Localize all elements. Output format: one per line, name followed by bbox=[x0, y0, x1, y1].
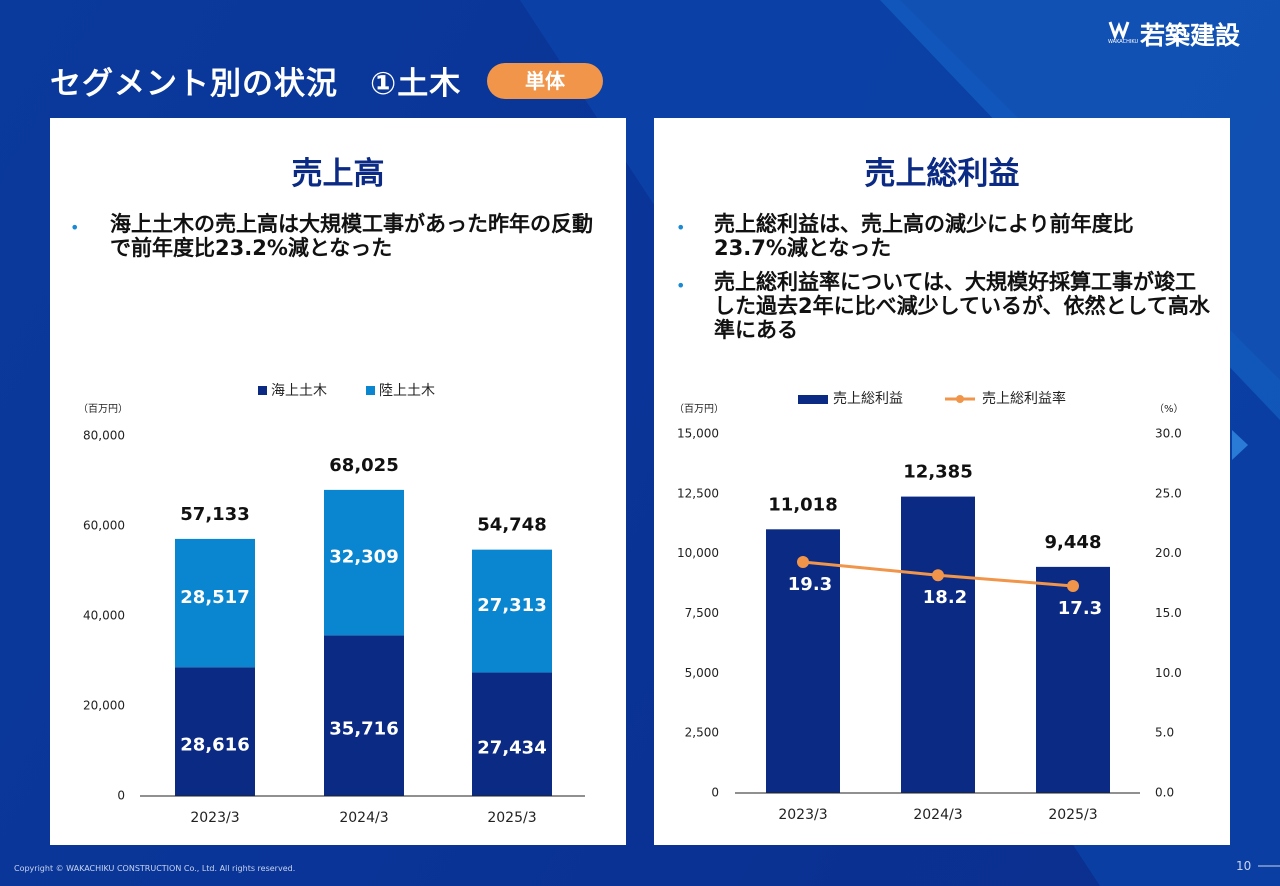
legend-swatch bbox=[258, 386, 267, 395]
tick-label: 60,000 bbox=[83, 519, 125, 533]
legend-dot bbox=[956, 395, 964, 403]
chart: （百万円） （%） 0 2,500 5,000 7,500 10,000 12,500 15,0… bbox=[674, 390, 1184, 823]
value-label: 27,313 bbox=[477, 595, 546, 616]
panel: 売上高 • 海上土木の売上高は大規模工事があった昨年の反動で前年度比23.2%減… bbox=[50, 118, 626, 845]
bar bbox=[324, 635, 404, 796]
y-unit: （百万円） bbox=[78, 403, 128, 415]
value-label: 17.3 bbox=[1058, 598, 1102, 619]
legend-label: 売上総利益 bbox=[833, 391, 903, 407]
chart: （百万円） 0 20,000 40,000 60,000 80,000 海上土木 陸上土木 28… bbox=[78, 383, 585, 826]
bullet: 売上総利益は、売上高の減少により前年度比23.7%減となった bbox=[714, 212, 1134, 260]
y-unit: （百万円） bbox=[674, 403, 724, 415]
value-label: 27,434 bbox=[477, 737, 546, 758]
bar bbox=[766, 529, 840, 793]
tick-label: 7,500 bbox=[685, 606, 719, 620]
x-tick-label: 2025/3 bbox=[487, 810, 536, 826]
value-label: 28,616 bbox=[180, 735, 249, 756]
value-label: 11,018 bbox=[768, 494, 837, 515]
bar bbox=[901, 496, 975, 793]
page-number: 10 bbox=[1236, 859, 1252, 873]
tick-label: 15.0 bbox=[1155, 606, 1182, 620]
legend-swatch bbox=[366, 386, 375, 395]
value-label: 19.3 bbox=[788, 574, 832, 595]
tick-label: 15,000 bbox=[677, 427, 719, 441]
tick-label: 12,500 bbox=[677, 486, 719, 500]
bullet-dot: • bbox=[70, 218, 80, 237]
copyright: Copyright © WAKACHIKU CONSTRUCTION Co., … bbox=[14, 864, 296, 873]
bar bbox=[472, 672, 552, 796]
x-tick-label: 2024/3 bbox=[339, 810, 388, 826]
slide-title: セグメント別の状況 ①土木 bbox=[50, 66, 462, 102]
line-point bbox=[1067, 579, 1079, 592]
value-label: 18.2 bbox=[923, 587, 967, 608]
panel: 売上総利益 • 売上総利益は、売上高の減少により前年度比23.7%減となった •… bbox=[654, 118, 1230, 845]
bullet-dot: • bbox=[676, 276, 686, 295]
legend-label: 陸上土木 bbox=[379, 383, 435, 399]
x-tick-label: 2025/3 bbox=[1048, 807, 1097, 823]
bullet-dot: • bbox=[676, 218, 686, 237]
tick-label: 40,000 bbox=[83, 609, 125, 623]
panel-title: 売上総利益 bbox=[864, 156, 1020, 192]
tick-label: 80,000 bbox=[83, 429, 125, 443]
value-label: 35,716 bbox=[329, 719, 398, 740]
tick-label: 20.0 bbox=[1155, 546, 1182, 560]
value-label: 12,385 bbox=[903, 462, 972, 483]
tick-label: 10.0 bbox=[1155, 666, 1182, 680]
tick-label: 0 bbox=[117, 789, 125, 803]
tick-label: 0 bbox=[711, 786, 719, 800]
total-label: 54,748 bbox=[477, 515, 546, 536]
legend-label: 売上総利益率 bbox=[982, 390, 1066, 407]
bar bbox=[1036, 566, 1110, 793]
value-label: 32,309 bbox=[329, 547, 398, 568]
bar bbox=[175, 538, 255, 668]
tick-label: 0.0 bbox=[1155, 786, 1174, 800]
value-label: 28,517 bbox=[180, 587, 249, 608]
legend-label: 海上土木 bbox=[271, 383, 327, 399]
x-tick-label: 2023/3 bbox=[190, 810, 239, 826]
logo: 若築建設 bbox=[1140, 21, 1241, 50]
tick-label: 5.0 bbox=[1155, 726, 1174, 740]
total-label: 68,025 bbox=[329, 455, 398, 476]
value-label: 9,448 bbox=[1045, 532, 1102, 553]
logo-sub: WAKACHIKU bbox=[1108, 39, 1139, 45]
total-label: 57,133 bbox=[180, 504, 249, 525]
bullet: 海上土木の売上高は大規模工事があった昨年の反動で前年度比23.2%減となった bbox=[110, 212, 593, 260]
legend-swatch bbox=[798, 395, 828, 404]
line-point bbox=[797, 556, 809, 569]
logo-icon bbox=[1108, 21, 1130, 41]
line-point bbox=[932, 569, 944, 582]
bar bbox=[175, 667, 255, 796]
x-tick-label: 2023/3 bbox=[778, 807, 827, 823]
tick-label: 10,000 bbox=[677, 546, 719, 560]
badge: 単体 bbox=[487, 63, 603, 99]
tick-label: 5,000 bbox=[685, 666, 719, 680]
bullet: 売上総利益率については、大規模好採算工事が竣工した過去2年に比べ減少しているが、… bbox=[714, 270, 1210, 342]
panel-title: 売上高 bbox=[291, 156, 385, 192]
y2-unit: （%） bbox=[1154, 403, 1184, 415]
bar bbox=[324, 489, 404, 636]
x-tick-label: 2024/3 bbox=[913, 807, 962, 823]
tick-label: 25.0 bbox=[1155, 486, 1182, 500]
tick-label: 30.0 bbox=[1155, 427, 1182, 441]
tick-label: 20,000 bbox=[83, 699, 125, 713]
tick-label: 2,500 bbox=[685, 726, 719, 740]
bar bbox=[472, 549, 552, 673]
